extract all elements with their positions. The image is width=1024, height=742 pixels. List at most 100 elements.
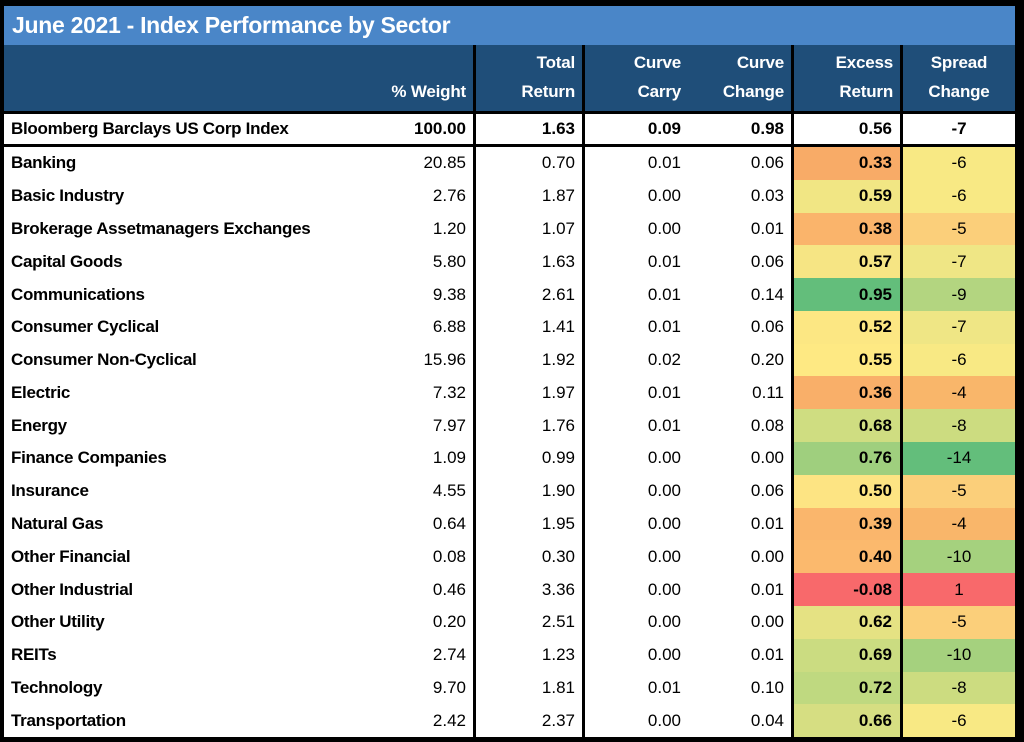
index-row: Bloomberg Barclays US Corp Index 100.00 … [4, 114, 1015, 144]
excess-return-cell: 0.95 [794, 278, 900, 311]
curve-carry-value: 0.00 [647, 645, 681, 665]
column-divider [582, 573, 585, 606]
column-divider [582, 310, 585, 344]
total-return-value: 1.63 [541, 251, 575, 271]
col-header-total-line1: Total [536, 53, 576, 72]
column-divider [900, 245, 903, 279]
weight-value: 9.38 [432, 284, 466, 304]
column-divider [900, 409, 903, 443]
column-divider [791, 45, 794, 111]
table-row: Basic Industry 2.76 1.87 0.00 0.03 0.59 … [4, 179, 1015, 213]
weight-value: 9.70 [432, 677, 466, 697]
curve-carry-value: 0.01 [647, 251, 681, 271]
table-row: Finance Companies 1.09 0.99 0.00 0.00 0.… [4, 442, 1015, 475]
name-weight-cell: Energy 7.97 [4, 409, 473, 442]
curve-change-value: 0.10 [750, 677, 784, 697]
column-divider [582, 638, 585, 672]
spread-change-cell: -6 [903, 704, 1015, 737]
curve-carry-value: 0.00 [647, 612, 681, 632]
curve-change-value: 0.06 [750, 251, 784, 271]
col-header-carry-line2: Carry [637, 82, 682, 101]
sector-name: Banking [11, 153, 76, 173]
column-divider [473, 605, 476, 639]
excess-return-cell: 0.52 [794, 310, 900, 344]
excess-return-cell: 0.59 [794, 179, 900, 213]
column-divider [791, 573, 794, 606]
column-divider [900, 704, 903, 737]
spread-change-cell: -10 [903, 540, 1015, 574]
column-divider [791, 638, 794, 672]
sector-name: Electric [11, 382, 71, 402]
column-divider [473, 245, 476, 279]
weight-value: 1.09 [432, 448, 466, 468]
column-divider [473, 147, 476, 180]
spread-change-cell: 1 [903, 573, 1015, 606]
column-divider [791, 671, 794, 705]
curve-carry-value: 0.00 [647, 448, 681, 468]
total-return-value: 1.76 [541, 415, 575, 435]
col-header-excess-return: Excess Return [794, 45, 900, 111]
curve-change-value: 0.00 [750, 448, 784, 468]
sector-name: Capital Goods [11, 251, 123, 271]
curve-carry-value: 0.00 [647, 710, 681, 730]
excess-return-cell: 0.72 [794, 671, 900, 705]
curve-change-value: 0.03 [750, 186, 784, 206]
excess-return-cell: 0.62 [794, 605, 900, 639]
total-return-value: 1.92 [541, 350, 575, 370]
column-divider [473, 704, 476, 737]
column-divider [473, 442, 476, 475]
column-divider [582, 212, 585, 246]
sector-name: Bloomberg Barclays US Corp Index [11, 119, 289, 138]
spread-change-cell: -4 [903, 376, 1015, 410]
weight-value: 6.88 [432, 317, 466, 337]
column-divider [900, 638, 903, 672]
total-return-value: 1.63 [541, 119, 575, 138]
spread-change-value: -7 [951, 119, 967, 138]
column-divider [791, 278, 794, 311]
column-divider [582, 114, 585, 144]
col-header-weight-label: % Weight [391, 82, 466, 101]
total-return-value: 1.07 [541, 218, 575, 238]
curve-change-value: 0.04 [750, 710, 784, 730]
total-return-value: 0.99 [541, 448, 575, 468]
excess-return-cell: 0.50 [794, 474, 900, 508]
column-divider [900, 114, 903, 144]
name-weight-cell: Banking 20.85 [4, 147, 473, 180]
column-divider [791, 704, 794, 737]
column-divider [900, 540, 903, 574]
table-row: REITs 2.74 1.23 0.00 0.01 0.69 -10 [4, 638, 1015, 672]
column-divider [791, 114, 794, 144]
spread-change-cell: -14 [903, 442, 1015, 475]
sector-name: Insurance [11, 481, 89, 501]
sector-name: Consumer Cyclical [11, 317, 159, 337]
column-divider [473, 409, 476, 443]
header-bottom-border [4, 111, 1015, 114]
col-header-excess-line1: Excess [835, 53, 894, 72]
sector-name: Consumer Non-Cyclical [11, 350, 197, 370]
curve-carry-value: 0.09 [647, 119, 681, 138]
column-divider [582, 343, 585, 377]
column-divider [582, 409, 585, 443]
name-weight-cell: Electric 7.32 [4, 376, 473, 409]
column-divider [900, 278, 903, 311]
spread-change-cell: -6 [903, 343, 1015, 377]
weight-value: 0.46 [432, 579, 466, 599]
column-divider [791, 376, 794, 410]
column-divider [582, 507, 585, 541]
sector-name: Basic Industry [11, 186, 124, 206]
curve-carry-value: 0.01 [647, 677, 681, 697]
column-divider [473, 474, 476, 508]
column-divider [791, 540, 794, 574]
excess-return-cell: 0.66 [794, 704, 900, 737]
column-divider [791, 507, 794, 541]
table-row: Technology 9.70 1.81 0.01 0.10 0.72 -8 [4, 671, 1015, 705]
curve-carry-value: 0.01 [647, 415, 681, 435]
column-divider [473, 179, 476, 213]
curve-change-value: 0.00 [750, 612, 784, 632]
excess-return-cell: 0.33 [794, 147, 900, 180]
column-divider [900, 343, 903, 377]
weight-value: 7.97 [432, 415, 466, 435]
curve-change-value: 0.01 [750, 218, 784, 238]
sector-name: REITs [11, 645, 57, 665]
column-divider [791, 343, 794, 377]
